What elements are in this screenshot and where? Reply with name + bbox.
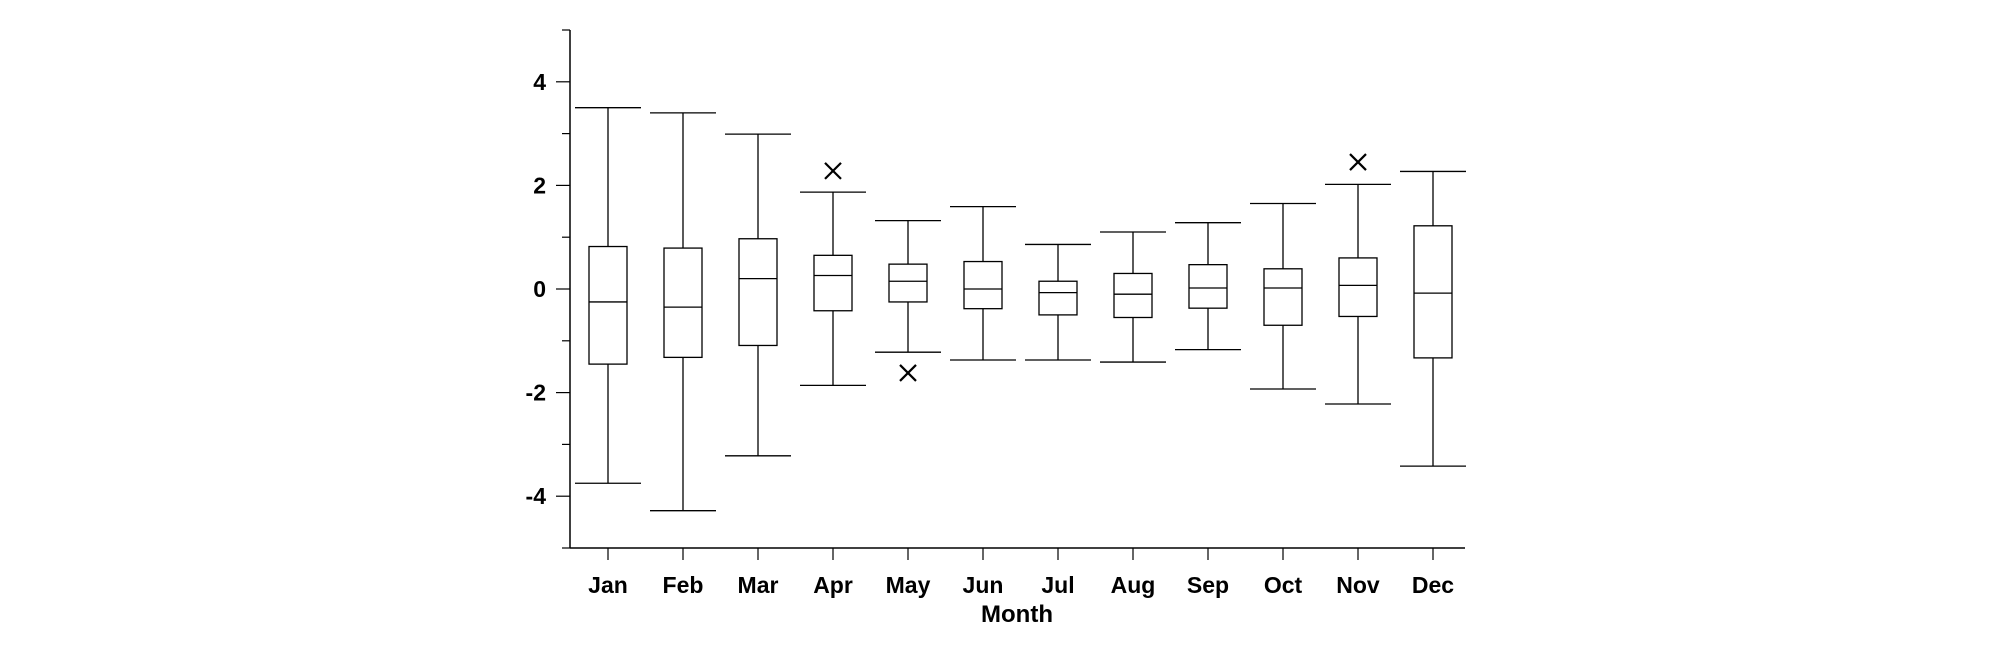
x-tick-label: Nov (1336, 572, 1380, 598)
y-tick-label: 2 (533, 172, 546, 198)
outlier-marker (824, 162, 842, 180)
box-feb (650, 112, 716, 512)
x-tick-label: Jul (1041, 572, 1074, 598)
x-tick-label: Jun (963, 572, 1004, 598)
y-tick-label: 4 (533, 69, 546, 95)
y-tick-label: -2 (526, 380, 546, 406)
iqr-box (1413, 225, 1453, 359)
box-apr (800, 162, 866, 386)
iqr-box (663, 247, 703, 359)
box-jun (950, 205, 1016, 361)
x-tick-label: Mar (738, 572, 779, 598)
iqr-box (813, 254, 853, 312)
iqr-box (588, 245, 628, 365)
iqr-box (1338, 257, 1378, 318)
boxes-layer (575, 107, 1466, 512)
box-aug (1100, 231, 1166, 363)
box-jan (575, 107, 641, 484)
outlier-marker (899, 364, 917, 382)
x-tick-label: Oct (1264, 572, 1303, 598)
x-tick-label: Jan (588, 572, 628, 598)
box-oct (1250, 202, 1316, 390)
outlier-stroke (824, 162, 842, 180)
iqr-box (738, 238, 778, 347)
x-tick-label: Sep (1187, 572, 1229, 598)
box-may (875, 219, 941, 382)
labels-layer: 4 2 0 -2 -4 Jan Feb Mar Apr May Jun Jul Aug Sep Oct Nov… (526, 69, 1455, 598)
x-tick-label: Dec (1412, 572, 1454, 598)
x-tick-label: May (886, 572, 931, 598)
x-axis-title: Month (981, 601, 1053, 628)
iqr-box (1113, 272, 1153, 319)
y-tick-label: 0 (533, 276, 546, 302)
box-sep (1175, 222, 1241, 351)
box-nov (1325, 153, 1391, 405)
iqr-box (1188, 264, 1228, 309)
outlier-marker (1349, 153, 1367, 171)
outlier-stroke (899, 364, 917, 382)
y-tick-label: -4 (526, 483, 547, 509)
x-tick-label: Apr (813, 572, 853, 598)
iqr-box (1263, 268, 1303, 326)
iqr-box (1038, 280, 1078, 316)
iqr-box (888, 263, 928, 303)
box-dec (1400, 170, 1466, 467)
outlier-stroke (1349, 153, 1367, 171)
iqr-box (963, 260, 1003, 310)
box-jul (1025, 243, 1091, 361)
x-tick-label: Feb (663, 572, 704, 598)
x-tick-label: Aug (1111, 572, 1156, 598)
axes-layer (556, 29, 1465, 560)
box-mar (725, 133, 791, 457)
